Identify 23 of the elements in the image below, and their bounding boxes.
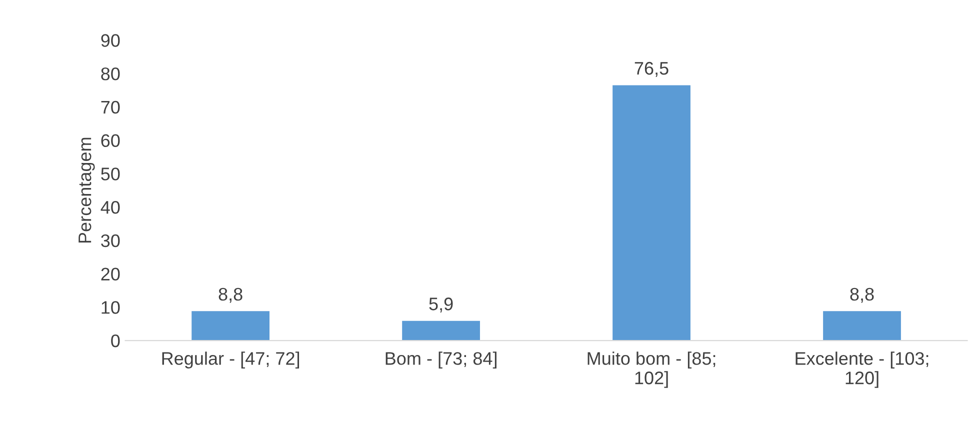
y-tick-label: 60 [101,134,120,148]
x-tick-label: Excelente - [103; 120] [796,352,928,388]
x-tick-label: Regular - [47; 72] [162,352,300,368]
bar [402,320,480,341]
y-tick-label: 20 [101,268,120,280]
y-tick-label: 80 [101,67,120,80]
y-tick-label: 40 [100,200,120,214]
y-tick-label: 10 [102,301,120,314]
y-tick-label: 30 [101,234,120,248]
y-tick-label: 50 [101,168,120,180]
bar [192,311,270,341]
y-tick-label: 90 [101,34,120,47]
x-tick-label: Bom - [73; 84] [386,352,496,368]
data-label: 8,8 [850,288,874,303]
y-axis-title: Percentagem [78,138,95,243]
data-label: 5,9 [429,298,453,312]
data-label: 8,8 [218,288,242,303]
bar [823,311,901,341]
data-label: 76,5 [634,62,668,77]
y-tick-label: 70 [101,100,120,114]
x-tick-label: Muito bom - [85; 102] [588,352,716,388]
y-tick-label: 0 [111,334,120,348]
bar [612,85,690,341]
